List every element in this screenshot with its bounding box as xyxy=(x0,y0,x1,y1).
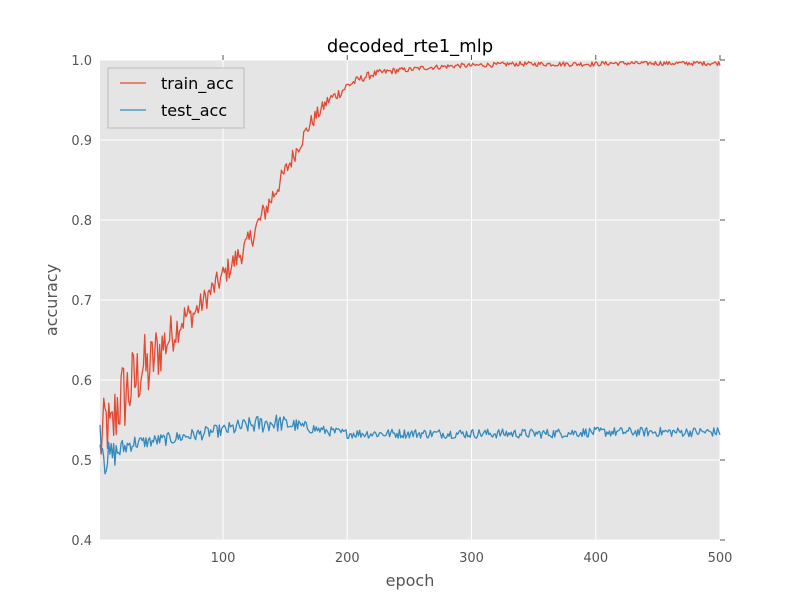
legend-label-test-acc: test_acc xyxy=(161,101,227,121)
y-tick-label: 1.0 xyxy=(71,54,92,69)
chart-title: decoded_rte1_mlp xyxy=(327,36,493,57)
y-tick-label: 0.4 xyxy=(71,534,92,549)
x-tick-label: 400 xyxy=(583,551,608,566)
series-line-train-acc xyxy=(99,60,721,455)
series-line-test-acc xyxy=(99,414,721,475)
y-tick-label: 0.9 xyxy=(71,134,92,149)
x-axis-title: epoch xyxy=(386,571,435,590)
legend-label-train-acc: train_acc xyxy=(161,74,234,94)
y-tick-label: 0.7 xyxy=(71,294,92,309)
axes: 0.4 0.5 0.6 0.7 0.8 0.9 1.0 100 200 300 400 500 xyxy=(71,54,732,566)
y-tick-label: 0.5 xyxy=(71,454,92,469)
x-tick-label: 300 xyxy=(459,551,484,566)
y-tick-label: 0.6 xyxy=(71,374,92,389)
grid-lines xyxy=(100,59,721,541)
legend-box xyxy=(107,67,245,129)
series-lines xyxy=(99,60,721,475)
y-axis-title: accuracy xyxy=(42,264,61,336)
x-tick-label: 100 xyxy=(211,551,236,566)
x-tick-label: 200 xyxy=(335,551,360,566)
x-tick-label: 500 xyxy=(708,551,733,566)
y-tick-label: 0.8 xyxy=(71,214,92,229)
legend: train_acc test_acc xyxy=(107,67,245,129)
